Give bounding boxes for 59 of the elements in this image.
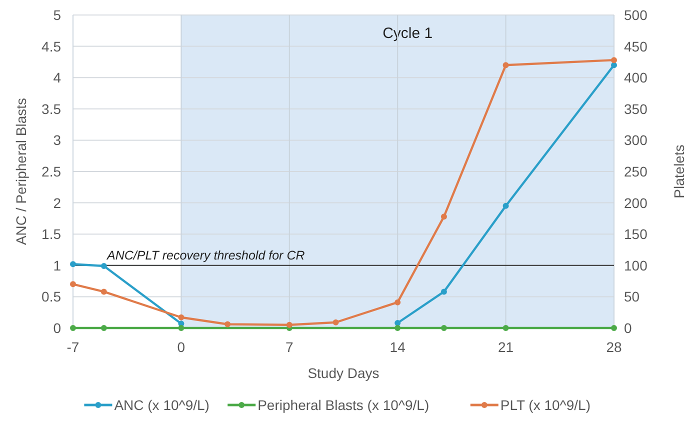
point	[100, 263, 107, 270]
y-tick-label: 0.5	[42, 288, 62, 305]
point	[70, 281, 76, 288]
y-tick-label: 5	[53, 7, 62, 23]
ref-line-label: ANC/PLT recovery threshold for CR	[106, 248, 305, 262]
point	[440, 214, 447, 220]
point	[440, 288, 447, 295]
point	[394, 320, 401, 326]
y-tick-label: 1	[53, 257, 62, 274]
point	[502, 325, 509, 331]
y-tick-label: 2.5	[42, 164, 62, 180]
point	[224, 321, 231, 328]
legend-label: PLT (x 10^9/L)	[500, 397, 590, 413]
y2-tick-label: 0	[624, 320, 632, 336]
y2-tick-label: 150	[624, 226, 648, 242]
x-tick-label: 28	[606, 339, 622, 355]
y-tick-label: 0	[53, 320, 62, 336]
y-tick-label: 4	[53, 70, 62, 86]
point	[611, 325, 617, 331]
y-tick-label: 2	[53, 194, 62, 211]
x-tick-label: 21	[498, 339, 514, 355]
point	[502, 62, 509, 68]
point	[394, 299, 401, 306]
y2-tick-label: 50	[624, 288, 640, 305]
point	[70, 261, 76, 268]
legend-label: ANC (x 10^9/L)	[114, 397, 210, 413]
legend-label: Peripheral Blasts (x 10^9/L)	[258, 397, 430, 413]
y2-tick-label: 450	[624, 38, 648, 54]
y-axis-title: ANC / Peripheral Blasts	[13, 98, 29, 246]
point	[332, 319, 339, 326]
y2-tick-label: 300	[624, 132, 648, 148]
y-tick-label: 1.5	[42, 226, 62, 242]
y2-tick-label: 350	[624, 100, 648, 117]
x-tick-label: 7	[286, 339, 294, 355]
x-axis-title: Study Days	[308, 365, 380, 381]
y2-tick-label: 500	[624, 7, 648, 23]
point	[286, 322, 292, 328]
y-tick-label: 3.5	[42, 100, 62, 117]
point	[611, 62, 617, 68]
point	[394, 325, 401, 331]
y2-tick-label: 200	[624, 194, 648, 211]
point	[70, 325, 76, 331]
x-tick-label: 14	[390, 339, 406, 355]
x-tick-label: 0	[177, 339, 186, 355]
point	[100, 288, 107, 295]
point	[100, 325, 107, 331]
point	[502, 202, 509, 209]
y-tick-label: 3	[53, 132, 62, 148]
y2-axis-title: Platelets	[671, 144, 687, 198]
band-label: Cycle 1	[382, 25, 433, 42]
y2-tick-label: 100	[624, 257, 648, 274]
y-tick-label: 4.5	[42, 38, 62, 54]
point	[178, 325, 184, 331]
point	[611, 57, 617, 64]
point	[440, 325, 447, 331]
point	[178, 314, 184, 320]
y2-tick-label: 400	[624, 70, 648, 86]
x-tick-label: -7	[66, 339, 80, 355]
y2-tick-label: 250	[624, 164, 648, 180]
